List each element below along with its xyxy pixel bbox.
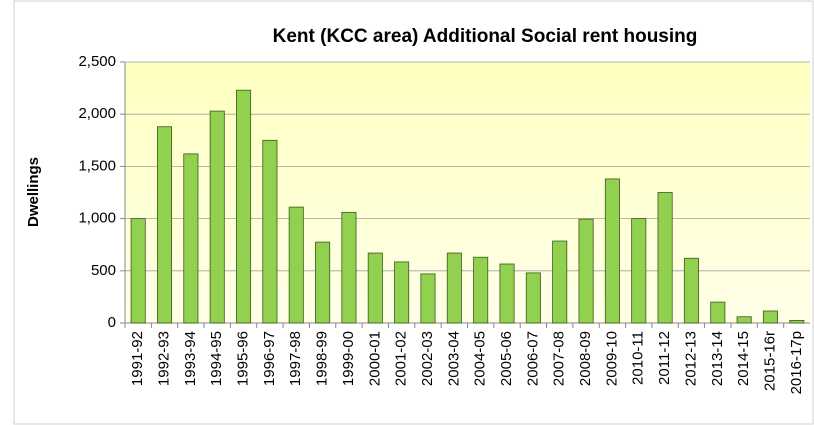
bar — [315, 241, 331, 324]
bar — [525, 272, 541, 324]
bar — [736, 316, 752, 324]
x-tick-label: 1993-94 — [182, 331, 199, 386]
x-tick-label: 1998-99 — [314, 331, 331, 386]
bar — [341, 211, 357, 324]
y-tick-label: 2,500 — [78, 53, 116, 70]
chart-title: Kent (KCC area) Additional Social rent h… — [273, 26, 698, 47]
x-tick-label: 2000-01 — [366, 331, 383, 386]
x-tick-label: 1995-96 — [235, 331, 252, 386]
x-tick-label: 2016-17p — [788, 331, 805, 394]
x-tick-label: 2014-15 — [735, 331, 752, 386]
x-tick-label: 2002-03 — [419, 331, 436, 386]
x-tick-label: 1997-98 — [287, 331, 304, 386]
y-tick-label: 0 — [108, 314, 116, 331]
x-tick-label: 2001-02 — [393, 331, 410, 386]
x-tick-label: 1994-95 — [208, 331, 225, 386]
x-tick-label: 2006-07 — [524, 331, 541, 386]
bar — [288, 206, 304, 324]
bar — [552, 240, 568, 324]
y-axis-label: Dwellings — [25, 157, 42, 227]
bar — [657, 192, 673, 324]
x-tick-label: 2004-05 — [472, 331, 489, 386]
bar — [710, 301, 726, 324]
bar — [473, 256, 489, 324]
bar — [420, 273, 436, 324]
x-tick-label: 2012-13 — [682, 331, 699, 386]
x-tick-label: 1992-93 — [155, 331, 172, 386]
x-tick-label: 2013-14 — [709, 331, 726, 386]
bar — [130, 218, 146, 324]
x-tick-label: 1991-92 — [129, 331, 146, 386]
bar — [578, 218, 594, 324]
bar — [209, 110, 225, 324]
x-tick-label: 2009-10 — [603, 331, 620, 386]
y-tick-label: 2,000 — [78, 105, 116, 122]
x-tick-label: 2010-11 — [630, 331, 647, 385]
bar — [367, 252, 383, 324]
bar — [499, 263, 515, 324]
bar — [683, 257, 699, 324]
x-tick-label: 2007-08 — [551, 331, 568, 386]
bar — [183, 153, 199, 324]
x-tick-label: 2015-16r — [761, 331, 778, 391]
bar — [236, 89, 252, 324]
bar — [631, 218, 647, 324]
bar — [157, 126, 173, 324]
y-tick-label: 500 — [91, 262, 116, 279]
x-tick-label: 2008-09 — [577, 331, 594, 386]
y-tick-label: 1,500 — [78, 157, 116, 174]
bar — [262, 139, 278, 324]
x-tick-label: 2011-12 — [656, 331, 673, 385]
bar — [446, 252, 462, 324]
x-tick-label: 1996-97 — [261, 331, 278, 386]
bar — [604, 178, 620, 324]
plot-area — [125, 62, 810, 323]
y-tick-label: 1,000 — [78, 210, 116, 227]
x-tick-label: 1999-00 — [340, 331, 357, 386]
x-tick-label: 2003-04 — [445, 331, 462, 386]
x-tick-label: 2005-06 — [498, 331, 515, 386]
bar — [394, 261, 410, 324]
bar — [789, 319, 805, 324]
bar — [762, 310, 778, 324]
